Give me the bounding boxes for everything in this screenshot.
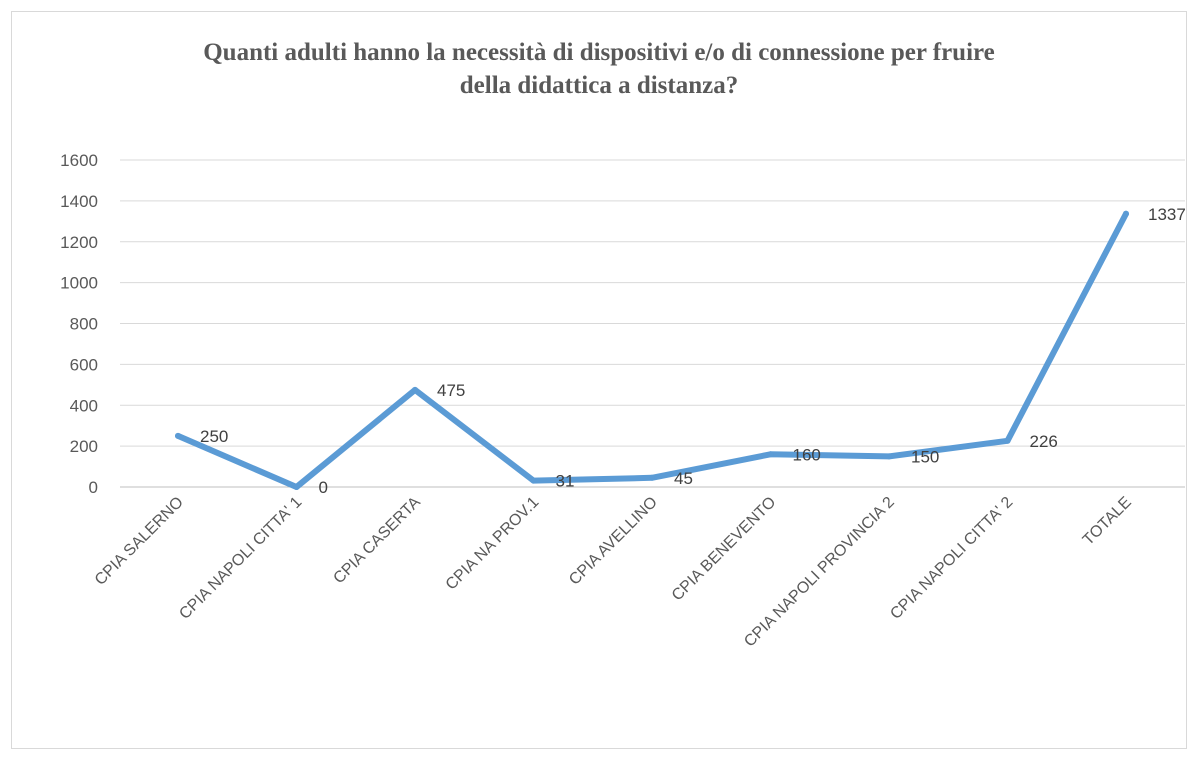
chart-title-line-2: della didattica a distanza? (459, 72, 739, 99)
y-tick-label: 400 (70, 396, 98, 415)
data-label: 475 (437, 381, 465, 400)
data-point (293, 484, 300, 490)
x-tick-label: CPIA NAPOLI CITTA' 1 (176, 494, 305, 623)
y-tick-label: 1000 (60, 274, 98, 293)
data-labels: 250 0 475 31 45 160 150 226 1337 (200, 205, 1186, 497)
x-tick-label: TOTALE (1080, 494, 1135, 549)
data-point (1123, 210, 1129, 217)
data-label: 31 (556, 472, 575, 491)
y-axis-ticks: 0 200 400 600 800 1000 1200 1400 1600 (60, 151, 98, 497)
x-tick-label: CPIA AVELLINO (566, 494, 661, 589)
gridlines (120, 159, 1185, 488)
y-tick-label: 1400 (60, 192, 98, 211)
data-point (886, 453, 892, 460)
x-tick-label: CPIA NAPOLI CITTA' 2 (887, 494, 1016, 623)
data-point (412, 386, 418, 393)
y-tick-label: 1200 (60, 233, 98, 252)
y-tick-label: 200 (70, 437, 98, 456)
chart-area (11, 11, 1187, 749)
data-label: 45 (674, 469, 693, 488)
y-tick-label: 600 (70, 355, 98, 374)
data-label: 226 (1030, 432, 1058, 451)
series (175, 210, 1129, 490)
data-label: 160 (793, 445, 821, 464)
data-point (175, 432, 181, 439)
y-tick-label: 800 (70, 315, 98, 334)
y-tick-label: 0 (89, 478, 98, 497)
y-tick-label: 1600 (60, 151, 98, 170)
data-label: 250 (200, 427, 228, 446)
data-point (767, 451, 774, 458)
x-tick-label: CPIA CASERTA (330, 494, 424, 588)
x-tick-label: CPIA BENEVENTO (669, 494, 780, 605)
data-label: 1337 (1148, 205, 1186, 224)
data-point (649, 474, 655, 481)
data-label: 150 (911, 447, 939, 466)
data-point (530, 477, 537, 484)
data-label: 0 (319, 478, 328, 497)
x-tick-label: CPIA SALERNO (92, 494, 187, 589)
chart-title: Quanti adulti hanno la necessità di disp… (0, 36, 1198, 102)
chart-title-line-1: Quanti adulti hanno la necessità di disp… (203, 39, 995, 66)
data-point (1004, 437, 1011, 444)
x-tick-label: CPIA NA PROV.1 (443, 494, 543, 594)
